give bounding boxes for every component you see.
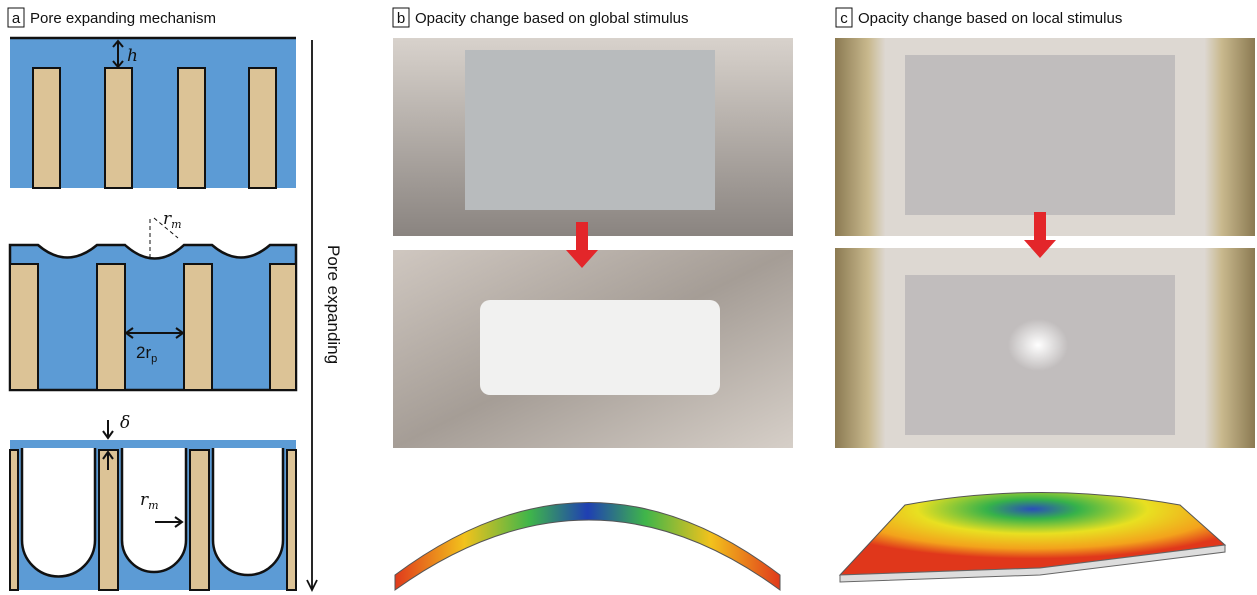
panel-title: Opacity change based on global stimulus [415, 10, 689, 27]
label-rm: rm [163, 209, 182, 231]
pillar [105, 68, 132, 188]
film [480, 300, 720, 395]
panel-label: c [840, 10, 848, 27]
figure: a Pore expanding mechanism b Opacity cha… [0, 0, 1257, 595]
pillar [99, 450, 118, 590]
process-arrow [307, 40, 317, 590]
liquid [10, 245, 296, 390]
photo-local-after [835, 248, 1255, 448]
diagram-middle: rm 2rp [10, 209, 296, 390]
film [905, 55, 1175, 215]
pillar [190, 450, 209, 590]
pillar [270, 264, 296, 390]
pillar [184, 264, 212, 390]
simulation-local [840, 493, 1225, 576]
diagram-initial: h [10, 38, 296, 188]
opaque-spot [1008, 319, 1068, 371]
panel-title: Opacity change based on local stimulus [858, 10, 1122, 27]
simulation-global [395, 503, 780, 591]
panel-label: b [397, 10, 405, 27]
panel-label: a [12, 10, 21, 27]
photo-global-before [393, 38, 793, 236]
diagram-expanded: δ rm [10, 413, 296, 590]
label-delta: δ [120, 413, 130, 433]
film [465, 50, 715, 210]
panel-title: Pore expanding mechanism [30, 10, 216, 27]
pillar [33, 68, 60, 188]
photo-global-after [393, 250, 793, 448]
wells [22, 448, 283, 577]
pillar [287, 450, 296, 590]
process-label: Pore expanding [324, 245, 343, 364]
pillar [10, 264, 38, 390]
photo-local-before [835, 38, 1255, 236]
pillar [249, 68, 276, 188]
pillar [10, 450, 18, 590]
label-h: h [127, 46, 138, 66]
pillar [178, 68, 205, 188]
pillar [97, 264, 125, 390]
